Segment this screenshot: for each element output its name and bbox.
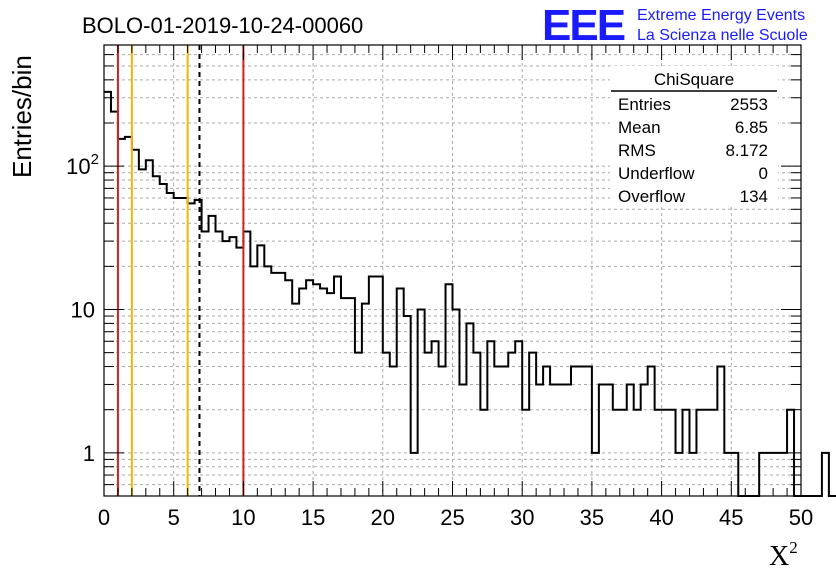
logo-line-2: La Scienza nelle Scuole: [637, 27, 808, 44]
threshold-lines: [116, 45, 245, 496]
y-axis-label: Entries/bin: [7, 55, 37, 178]
logo-mark: EEE: [542, 1, 625, 50]
x-tick-label: 35: [580, 505, 604, 530]
x-axis-label-superscript: 2: [789, 538, 798, 557]
y-tick-label: 102: [66, 151, 99, 179]
x-tick-label: 10: [231, 505, 255, 530]
stats-value-mean: 6.85: [735, 118, 768, 137]
x-tick-label: 45: [719, 505, 743, 530]
axes: 0 5 10 15 20 25 30 35 40 45 50 1 10 102: [66, 44, 813, 530]
x-tick-label: 50: [789, 505, 813, 530]
histogram: [104, 90, 836, 497]
x-axis-label: X2: [769, 538, 798, 572]
x-tick-label: 15: [301, 505, 325, 530]
stats-value-underflow: 0: [759, 164, 768, 183]
stats-label-mean: Mean: [618, 118, 661, 137]
x-tick-label: 20: [371, 505, 395, 530]
histogram-outline: [104, 90, 836, 497]
chart-title: BOLO-01-2019-10-24-00060: [82, 13, 363, 38]
logo-line-1: Extreme Energy Events: [637, 7, 805, 24]
y-tick-label: 10: [71, 297, 95, 322]
stats-label-overflow: Overflow: [618, 187, 686, 206]
stats-value-overflow: 134: [740, 187, 768, 206]
x-tick-label: 25: [440, 505, 464, 530]
stats-label-underflow: Underflow: [618, 164, 695, 183]
stats-label-rms: RMS: [618, 141, 656, 160]
stats-box: ChiSquare Entries 2553 Mean 6.85 RMS 8.1…: [610, 66, 778, 207]
eee-logo: EEE Extreme Energy Events La Scienza nel…: [542, 1, 808, 50]
stats-value-entries: 2553: [730, 95, 768, 114]
stats-label-entries: Entries: [618, 95, 671, 114]
stats-value-rms: 8.172: [725, 141, 768, 160]
x-tick-label: 5: [168, 505, 180, 530]
stats-title: ChiSquare: [654, 70, 734, 89]
x-tick-label: 0: [98, 505, 110, 530]
y-tick-label: 1: [83, 441, 95, 466]
x-tick-label: 30: [510, 505, 534, 530]
x-tick-label: 40: [649, 505, 673, 530]
